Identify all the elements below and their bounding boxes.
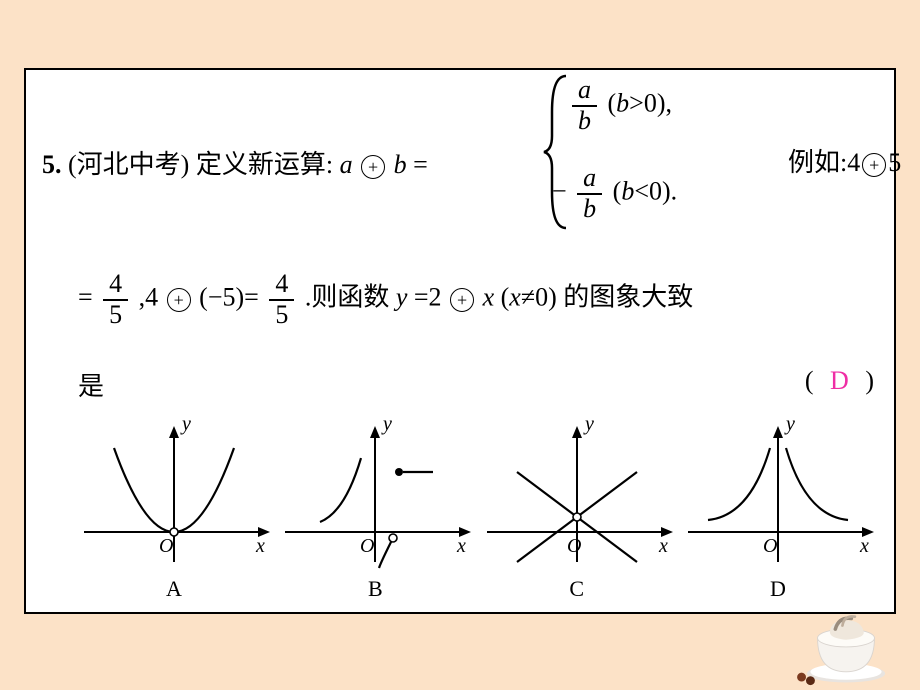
choice-d[interactable]: y x O D	[678, 412, 878, 602]
answer-letter[interactable]: D	[820, 366, 859, 395]
oplus-icon-3: +	[167, 288, 191, 312]
svg-text:x: x	[859, 535, 869, 557]
chart-a: y x O	[74, 412, 274, 572]
svg-text:O: O	[567, 535, 581, 557]
svg-text:y: y	[381, 413, 392, 435]
x-label: x	[255, 535, 265, 557]
lhs-b: b	[394, 150, 407, 179]
stem-part1: 定义新运算:	[196, 150, 333, 179]
eq-sign: =	[413, 150, 428, 179]
row2-x: x	[483, 283, 495, 312]
choice-label-d: D	[678, 576, 878, 602]
case-1: a b (b>0),	[568, 76, 672, 135]
answer-blank: ( D )	[805, 366, 874, 396]
frac-den: b	[572, 107, 597, 136]
frac-den-2: b	[577, 195, 602, 224]
hollow-origin-icon	[170, 528, 178, 536]
svg-text:O: O	[763, 535, 777, 557]
coffee-cup-icon	[786, 606, 906, 686]
chart-c: y x O	[477, 412, 677, 572]
example-rhs: 5	[888, 148, 901, 177]
oplus-icon-4: +	[450, 288, 474, 312]
choice-b[interactable]: y x O B	[275, 412, 475, 602]
question-content: 5. (河北中考) 定义新运算: a + b = a b (b>0),	[26, 70, 894, 612]
row2-eq2: =2	[414, 283, 442, 312]
case-2: − a b (b<0).	[552, 164, 677, 223]
case1-cond: (b>0),	[608, 89, 673, 118]
example-label: 例如:4	[788, 148, 860, 177]
row2-frac2-den: 5	[269, 301, 294, 330]
row2-neg5: (−5)=	[199, 283, 259, 312]
example-text: 例如:4+5	[788, 142, 901, 179]
case2-cond: (b<0).	[613, 177, 678, 206]
row2-tail2: 的图象大致	[563, 283, 693, 312]
question-card: 5. (河北中考) 定义新运算: a + b = a b (b>0),	[24, 68, 896, 614]
frac-num: a	[572, 76, 597, 107]
row2-frac2: 4 5	[269, 270, 294, 329]
row2-frac2-num: 4	[269, 270, 294, 301]
oplus-icon-2: +	[862, 153, 886, 177]
question-line-2: = 4 5 ,4 + (−5)= 4 5 .则函数 y =2 + x (x≠0)…	[78, 270, 888, 329]
question-line-1: 5. (河北中考) 定义新运算: a + b = a b (b>0),	[42, 144, 882, 181]
oplus-icon: +	[361, 155, 385, 179]
choice-c[interactable]: y x O C	[477, 412, 677, 602]
chart-b: y x O	[275, 412, 475, 572]
lhs-a: a	[340, 150, 353, 179]
row2-frac1-num: 4	[103, 270, 128, 301]
svg-text:O: O	[360, 535, 374, 557]
row2-tail1: .则函数	[305, 283, 396, 312]
hollow-origin-icon	[573, 513, 581, 521]
question-number: 5.	[42, 150, 62, 179]
answer-open: (	[805, 366, 814, 395]
row2-y: y	[396, 283, 408, 312]
frac-a-over-b: a b	[572, 76, 597, 135]
o-label: O	[159, 535, 173, 557]
frac-neg-a-over-b: a b	[577, 164, 602, 223]
svg-text:x: x	[456, 535, 466, 557]
svg-text:x: x	[658, 535, 668, 557]
choice-a[interactable]: y x O A	[74, 412, 274, 602]
svg-text:y: y	[583, 413, 594, 435]
question-line-3: 是	[78, 366, 104, 403]
choice-label-c: C	[477, 576, 677, 602]
answer-close: )	[865, 366, 874, 395]
row2-eq: =	[78, 283, 93, 312]
y-label: y	[180, 413, 191, 435]
choice-label-b: B	[275, 576, 475, 602]
question-source: (河北中考)	[68, 150, 189, 179]
row2-frac1-den: 5	[103, 301, 128, 330]
answer-choices: y x O A y x O	[74, 406, 878, 602]
row2-paren: (x≠0)	[501, 283, 557, 312]
neg-sign: −	[552, 177, 567, 206]
svg-text:y: y	[784, 413, 795, 435]
filled-point-icon	[395, 468, 403, 476]
row2-frac1: 4 5	[103, 270, 128, 329]
frac-num-2: a	[577, 164, 602, 195]
hollow-point-icon	[389, 534, 397, 542]
piecewise-definition: a b (b>0), − a b (b<0).	[532, 72, 752, 232]
chart-d: y x O	[678, 412, 878, 572]
choice-label-a: A	[74, 576, 274, 602]
row2-comma: ,4	[139, 283, 159, 312]
